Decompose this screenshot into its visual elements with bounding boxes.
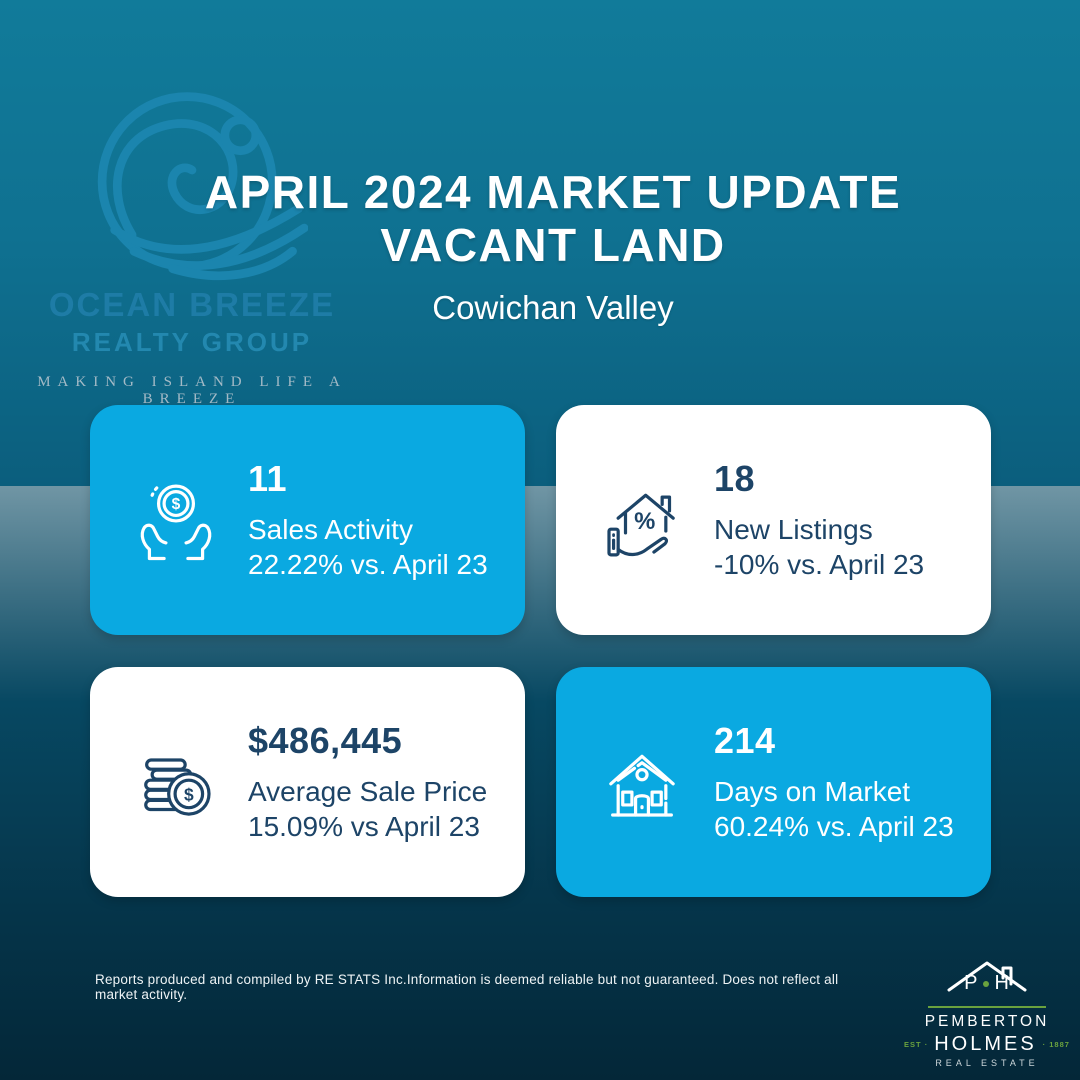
stat-card-sales-activity: $ 11 Sales Activity 22.22% vs. April 23: [90, 405, 525, 635]
ph-name-holmes: HOLMES: [934, 1033, 1037, 1055]
stat-card-new-listings: % 18 New Listings -10% vs. April 23: [556, 405, 991, 635]
ph-est-label: EST ·: [904, 1040, 929, 1049]
ph-est-year: · 1887: [1042, 1040, 1070, 1049]
stat-card-average-sale-price: $ $486,445 Average Sale Price 15.09% vs …: [90, 667, 525, 897]
house-percent-hand-icon: %: [607, 493, 675, 557]
ph-divider-line: [928, 1006, 1046, 1008]
house-roof-icon: P H: [939, 956, 1035, 1002]
stat-value: 214: [714, 720, 776, 762]
ph-real-estate-label: REAL ESTATE: [935, 1058, 1039, 1068]
disclaimer-text: Reports produced and compiled by RE STAT…: [95, 972, 839, 1002]
brand-name-line2: REALTY GROUP: [71, 327, 313, 357]
stat-card-days-on-market: 214 Days on Market 60.24% vs. April 23: [556, 667, 991, 897]
ph-monogram: P H: [939, 972, 1035, 995]
header: APRIL 2024 MARKET UPDATE VACANT LAND Cow…: [0, 166, 1080, 327]
stat-label: Average Sale Price: [248, 776, 488, 808]
ph-green-dot-icon: [983, 980, 990, 987]
stat-change: 15.09% vs April 23: [248, 810, 480, 842]
brand-name-line1: OCEAN BREEZE: [48, 286, 336, 323]
coin-stack-icon: $: [144, 758, 211, 816]
house-icon: [609, 754, 675, 817]
brand-wordmark: OCEAN BREEZE REALTY GROUP MAKING ISLAND …: [18, 286, 366, 408]
svg-text:$: $: [184, 784, 194, 804]
stat-card-text: 18 New Listings -10% vs. April 23: [714, 458, 924, 581]
pemberton-holmes-logo: P H PEMBERTON EST · HOLMES · 1887 REAL E…: [904, 956, 1070, 1068]
brand-tagline: MAKING ISLAND LIFE A BREEZE: [37, 374, 347, 407]
page-title-line1: APRIL 2024 MARKET UPDATE: [204, 166, 902, 218]
stat-value: 18: [714, 458, 756, 500]
region-subtitle: Cowichan Valley: [432, 288, 674, 326]
ph-monogram-p: P: [964, 972, 979, 994]
ph-holmes-row: EST · HOLMES · 1887: [904, 1033, 1070, 1056]
ocean-wave-icon: [97, 92, 308, 281]
ph-name-pemberton: PEMBERTON: [924, 1013, 1050, 1030]
stat-label: New Listings: [714, 514, 873, 546]
svg-text:%: %: [634, 508, 655, 535]
stat-value: $486,445: [248, 720, 403, 762]
stat-change: -10% vs. April 23: [714, 548, 925, 580]
stat-label: Days on Market: [714, 776, 911, 808]
stat-card-text: $486,445 Average Sale Price 15.09% vs Ap…: [248, 720, 487, 843]
stat-change: 22.22% vs. April 23: [248, 548, 488, 580]
stat-cards-grid: $ 11 Sales Activity 22.22% vs. April 23 …: [90, 405, 991, 897]
stat-change: 60.24% vs. April 23: [714, 810, 954, 842]
stat-card-text: 214 Days on Market 60.24% vs. April 23: [714, 720, 954, 843]
stat-value: 11: [248, 458, 288, 500]
hands-holding-coin-icon: $: [140, 484, 212, 561]
ph-monogram-h: H: [994, 972, 1010, 994]
page-title-line2: VACANT LAND: [380, 219, 726, 272]
svg-text:$: $: [172, 496, 181, 513]
stat-label: Sales Activity: [248, 514, 413, 546]
stat-card-text: 11 Sales Activity 22.22% vs. April 23: [248, 458, 488, 581]
